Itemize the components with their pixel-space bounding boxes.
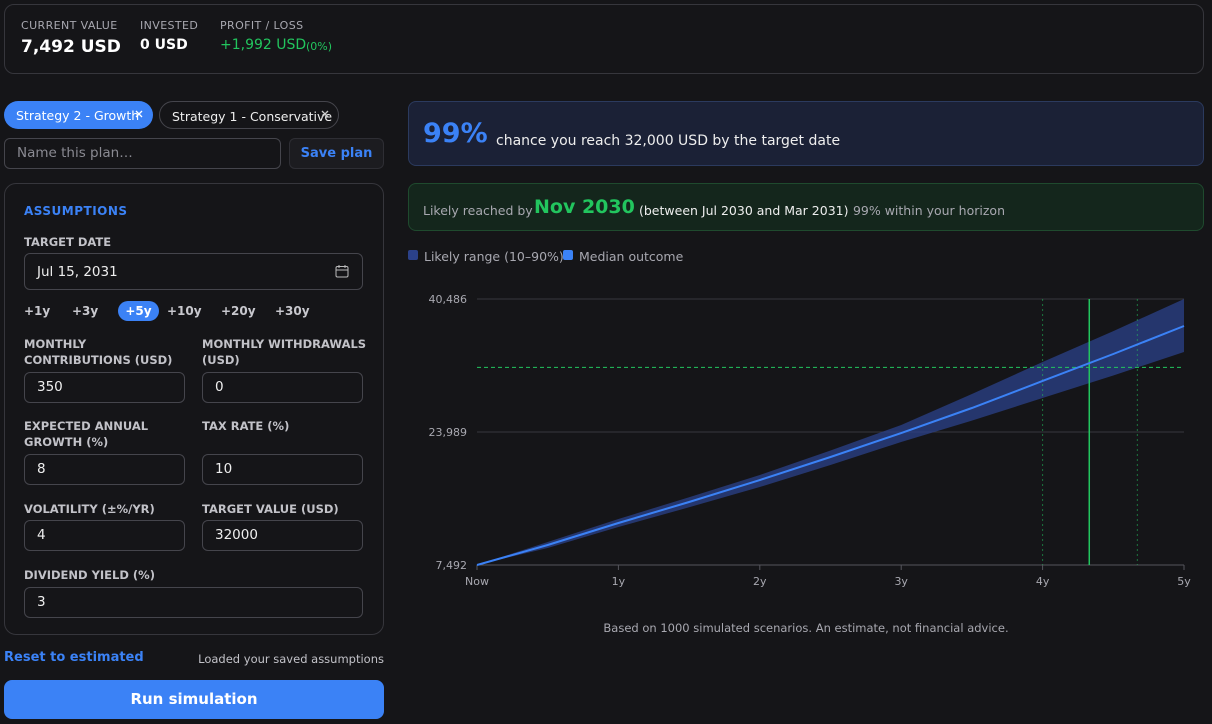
run-button[interactable]: Run simulation (4, 680, 384, 719)
range-button[interactable]: +1y (24, 304, 51, 318)
field-label: MONTHLY WITHDRAWALS (USD) (202, 337, 367, 367)
reached-prefix: Likely reached by (423, 203, 533, 218)
field-input[interactable]: 32000 (202, 520, 363, 551)
range-button[interactable]: +20y (221, 304, 256, 318)
loaded-note: Loaded your saved assumptions (198, 652, 384, 666)
stat-label: PROFIT / LOSS (220, 19, 304, 32)
stat-value: +1,992 USD (220, 37, 307, 53)
x-tick-label: 3y (894, 575, 908, 588)
stat-value: 0 USD (140, 37, 188, 53)
reached-suffix: · 99% within your horizon (845, 203, 1005, 218)
field-input[interactable]: 10 (202, 454, 363, 485)
close-icon[interactable] (321, 110, 329, 118)
legend-swatch (408, 250, 418, 260)
x-tick-label: 4y (1036, 575, 1050, 588)
x-tick-label: 5y (1177, 575, 1191, 588)
field-input[interactable]: 4 (24, 520, 185, 551)
field-label: TARGET VALUE (USD) (202, 502, 339, 516)
tab[interactable]: Strategy 2 - Growth (4, 101, 153, 129)
stat-label: INVESTED (140, 19, 199, 32)
panel-title: ASSUMPTIONS (24, 204, 128, 218)
close-icon[interactable] (135, 110, 143, 118)
stat-value: 7,492 USD (21, 37, 121, 57)
x-tick-label: 2y (753, 575, 767, 588)
reached-range: (between Jul 2030 and Mar 2031) (639, 203, 849, 218)
field-label: VOLATILITY (±%/YR) (24, 502, 155, 516)
assumptions-panel (4, 183, 384, 635)
chart: 7,492 23,989 40,486 Now 1y 2y 3y 4y 5y (429, 293, 1192, 588)
reached-date: Nov 2030 (534, 196, 635, 218)
probability-text: chance you reach 32,000 USD by the targe… (496, 133, 841, 149)
y-tick-label: 40,486 (429, 293, 468, 306)
field-label: EXPECTED ANNUAL GROWTH (%) (24, 419, 149, 449)
field-input[interactable]: 0 (202, 372, 363, 403)
range-button[interactable]: +3y (72, 304, 99, 318)
x-tick-label: 1y (612, 575, 626, 588)
legend-swatch (563, 250, 573, 260)
field-label: TARGET DATE (24, 235, 112, 249)
summary-bar (4, 4, 1204, 74)
tab-label: Strategy 2 - Growth (16, 108, 140, 123)
reset-link[interactable]: Reset to estimated (4, 650, 144, 665)
plan-name-input[interactable]: Name this plan… (4, 138, 281, 169)
range-button[interactable]: +5y (118, 301, 159, 321)
range-button[interactable]: +10y (167, 304, 202, 318)
y-tick-label: 23,989 (429, 426, 468, 439)
footnote: Based on 1000 simulated scenarios. An es… (603, 621, 1009, 635)
tab-label: Strategy 1 - Conservative (172, 109, 333, 124)
median-line (476, 325, 1185, 566)
field-input[interactable]: 8 (24, 454, 185, 485)
range-button[interactable]: +30y (275, 304, 310, 318)
tab[interactable]: Strategy 1 - Conservative (159, 101, 339, 129)
probability-banner (408, 101, 1204, 166)
x-tick-label: Now (465, 575, 489, 588)
legend-label: Likely range (10–90%) (424, 249, 564, 264)
field-label: TAX RATE (%) (202, 419, 290, 433)
date-value: Jul 15, 2031 (37, 264, 118, 280)
stat-label: CURRENT VALUE (21, 19, 118, 32)
y-tick-label: 7,492 (436, 559, 468, 572)
probability-value: 99% (423, 118, 488, 149)
save-button[interactable]: Save plan (289, 138, 384, 169)
field-label: MONTHLY CONTRIBUTIONS (USD) (24, 337, 173, 367)
stat-pct: (0%) (306, 40, 333, 53)
date-input[interactable]: Jul 15, 2031 (24, 253, 363, 290)
field-input[interactable]: 3 (24, 587, 363, 618)
reached-banner (408, 183, 1204, 231)
calendar-icon[interactable] (335, 264, 349, 278)
legend-label: Median outcome (579, 249, 684, 264)
field-label: DIVIDEND YIELD (%) (24, 568, 155, 582)
field-input[interactable]: 350 (24, 372, 185, 403)
